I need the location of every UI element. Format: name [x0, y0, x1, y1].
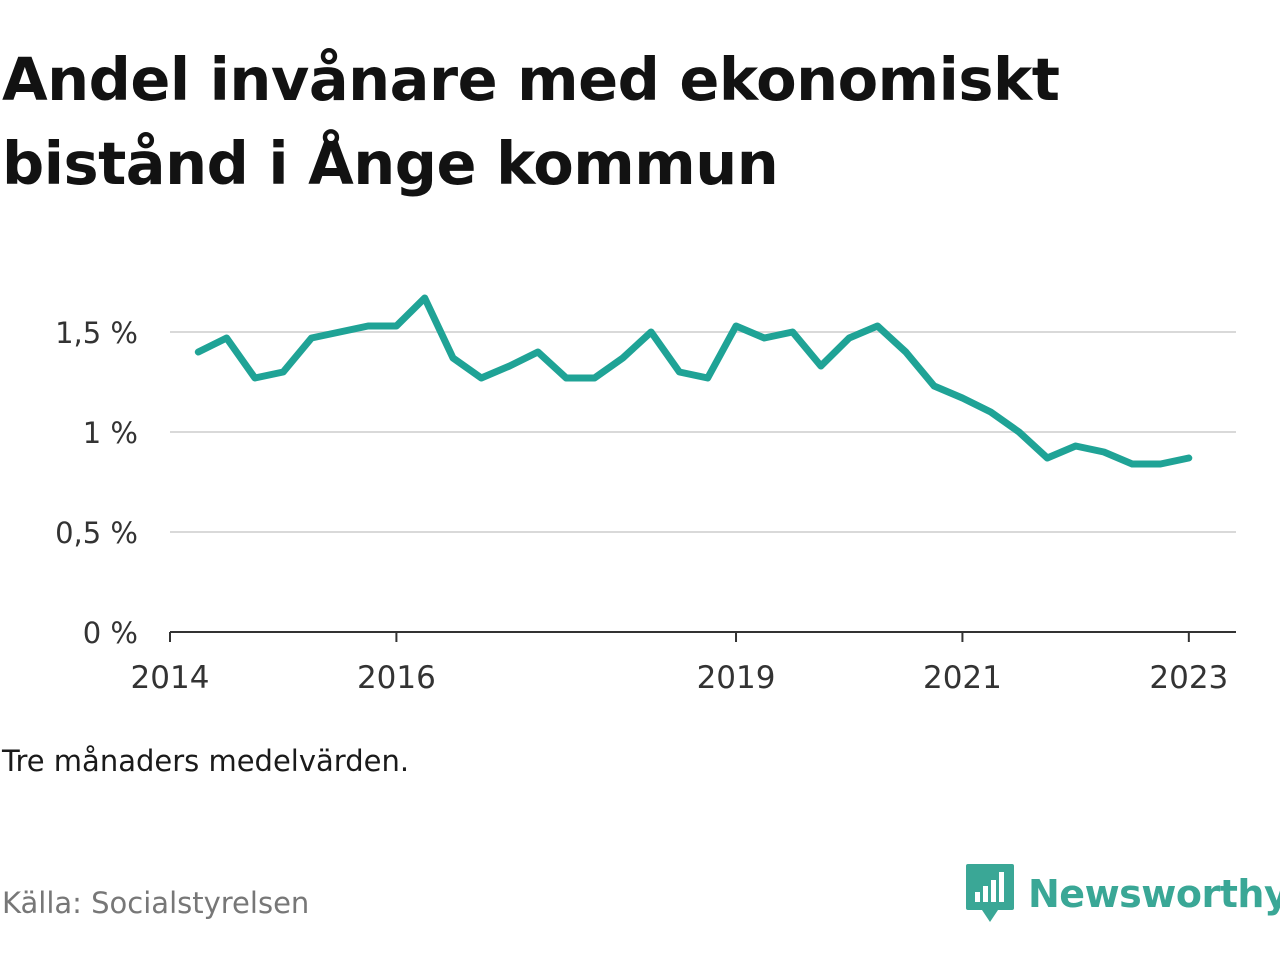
- x-axis: 2014 2016 2019 2021 2023: [131, 631, 1236, 696]
- x-tick-label: 2019: [697, 660, 776, 696]
- newsworthy-chart-icon: [966, 864, 1014, 922]
- x-tick-label: 2023: [1149, 660, 1228, 696]
- y-tick-label: 0 %: [83, 616, 138, 650]
- y-axis-tick-labels: 0 % 0,5 % 1 % 1,5 %: [55, 316, 138, 650]
- source-credit: Källa: Socialstyrelsen: [2, 886, 310, 920]
- y-tick-label: 0,5 %: [55, 516, 138, 550]
- x-tick-label: 2016: [357, 660, 436, 696]
- grid-lines: [170, 331, 1236, 533]
- chart-note: Tre månaders medelvärden.: [2, 744, 410, 778]
- y-tick-label: 1,5 %: [55, 316, 138, 350]
- brand-name: Newsworthy: [1028, 872, 1280, 916]
- newsworthy-logo: Newsworthy: [964, 862, 1280, 926]
- x-tick-label: 2021: [923, 660, 1002, 696]
- x-tick-label: 2014: [131, 660, 210, 696]
- series-group: [194, 294, 1193, 468]
- chart-title: Andel invånare med ekonomiskt bistånd i …: [2, 45, 1060, 198]
- series-line: [194, 294, 1193, 468]
- line-chart: 0 % 0,5 % 1 % 1,5 % 2014 2016 2019 2021 2023: [55, 294, 1236, 696]
- y-tick-label: 1 %: [83, 416, 138, 450]
